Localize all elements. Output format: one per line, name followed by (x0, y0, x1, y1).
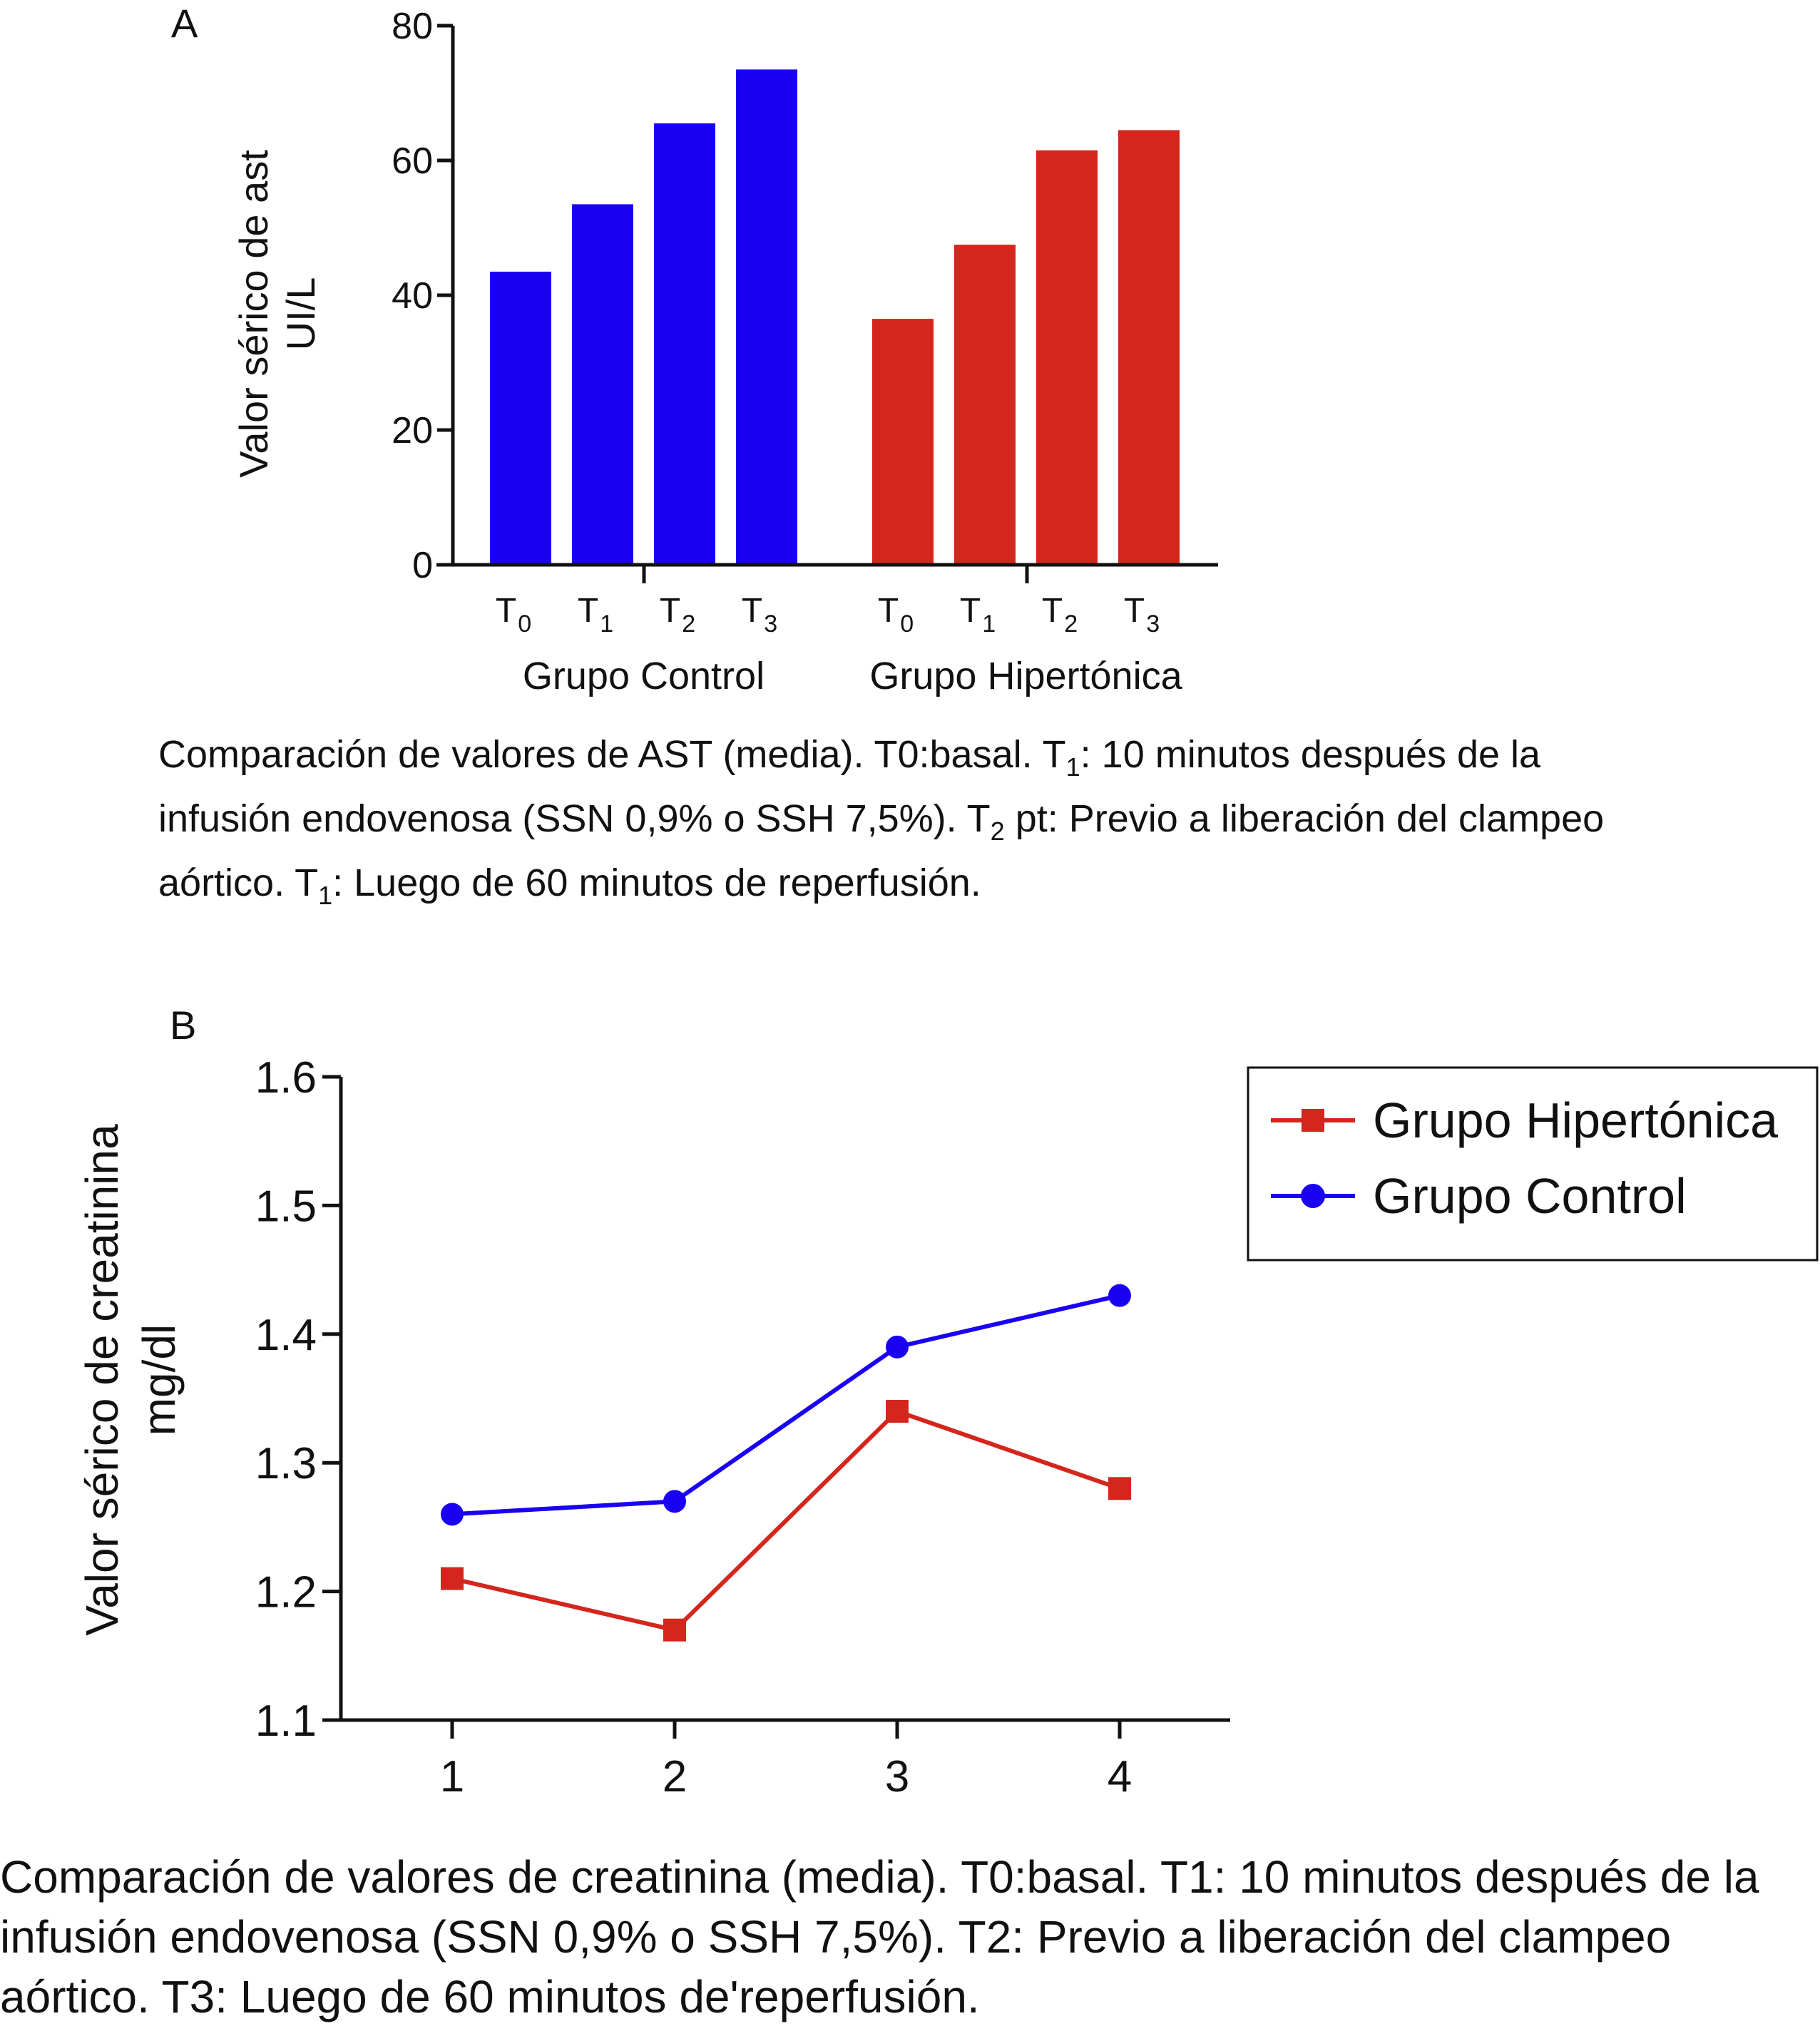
bar (736, 69, 797, 566)
caption-a-line2: infusión endovenosa (SSN 0,9% o SSH 7,5%… (158, 797, 1605, 846)
series-line (441, 1284, 1131, 1526)
data-point (663, 1490, 686, 1513)
caption-a: Comparación de valores de AST (media). T… (158, 729, 1770, 921)
x-tick-label: T3 (742, 592, 777, 638)
legend-box (1247, 1066, 1819, 1262)
group-label: Grupo Hipertónica (869, 655, 1182, 697)
caption-b: Comparación de valores de creatinina (me… (0, 1851, 1759, 2022)
x-tick-label: T0 (878, 592, 914, 638)
x-tick-label: T3 (1124, 592, 1160, 638)
y-tick-label: 1.3 (255, 1439, 317, 1488)
y-tick-label: 80 (392, 6, 433, 47)
legend-b: Grupo Hipertónica Grupo Control (1247, 1066, 1819, 1262)
x-tick-label: 1 (440, 1752, 464, 1801)
x-tick-label: T1 (578, 592, 613, 638)
legend-label: Grupo Control (1373, 1168, 1687, 1224)
y-tick-label: 0 (412, 545, 433, 586)
legend-item: Grupo Control (1271, 1168, 1687, 1224)
y-axis-title-a-line2: UI/L (278, 277, 323, 351)
bar (954, 245, 1016, 565)
x-tick-label: T2 (660, 592, 695, 638)
data-point (886, 1400, 909, 1423)
legend-marker (1301, 1184, 1325, 1208)
caption-a-line3: aórtico. T1: Luego de 60 minutos de repe… (158, 861, 981, 910)
y-tick-label: 1.5 (255, 1182, 317, 1231)
y-tick-label: 1.2 (255, 1568, 317, 1617)
y-tick-label: 1.4 (255, 1311, 317, 1360)
data-point (663, 1618, 686, 1642)
series-line (441, 1400, 1131, 1642)
bar (1118, 130, 1180, 566)
bar (654, 123, 715, 565)
legend-item: Grupo Hipertónica (1271, 1093, 1778, 1148)
y-axis-b: 1.1 1.2 1.3 1.4 1.5 1.6 (255, 1053, 341, 1746)
data-point (1108, 1284, 1131, 1307)
panel-label-b: B (170, 1003, 196, 1048)
x-tick-label: 3 (885, 1752, 909, 1801)
data-point (886, 1335, 909, 1359)
x-tick-label: T1 (960, 592, 996, 638)
y-axis-title-a-line1: Valor sérico de ast (231, 150, 276, 478)
bars-a (490, 69, 1180, 566)
legend-marker (1302, 1109, 1324, 1132)
series-b (441, 1284, 1131, 1642)
panel-label-a: A (171, 1, 198, 46)
data-point (1108, 1477, 1131, 1500)
y-axis-a: 0 20 40 60 80 (392, 6, 453, 586)
series-path (451, 1293, 1120, 1517)
y-tick-label: 40 (392, 275, 433, 317)
data-point (441, 1503, 464, 1526)
x-tick-label: 4 (1108, 1752, 1132, 1801)
x-tick-label: T0 (496, 592, 531, 638)
data-point (441, 1567, 464, 1590)
bar (572, 204, 633, 565)
x-axis-b: 1 2 3 4 (440, 1720, 1132, 1801)
y-tick-label: 60 (392, 140, 433, 182)
y-tick-label: 1.6 (255, 1053, 317, 1103)
x-tick-label: 2 (663, 1752, 687, 1801)
legend-label: Grupo Hipertónica (1373, 1093, 1778, 1148)
bar (1036, 150, 1098, 565)
series-path (451, 1408, 1120, 1633)
x-tick-label: T2 (1042, 592, 1078, 638)
bar (490, 271, 551, 565)
bar (872, 319, 934, 565)
y-axis-title-b: Valor sérico de creatinina mg/dl (76, 1124, 185, 1636)
y-axis-title-b-line1: Valor sérico de creatinina (76, 1124, 128, 1636)
y-tick-label: 20 (392, 410, 433, 451)
caption-a-line1: Comparación de valores de AST (media). T… (158, 733, 1541, 782)
y-axis-title-a: Valor sérico de ast UI/L (231, 150, 323, 478)
x-axis-a: T0 T1 T2 T3 Grupo Control T0 T1 T2 T3 Grupo Hiper… (496, 565, 1183, 697)
y-axis-title-b-line2: mg/dl (133, 1324, 185, 1436)
y-tick-label: 1.1 (255, 1697, 317, 1746)
group-label: Grupo Control (523, 655, 765, 697)
chart-b: B Valor sérico de creatinina mg/dl 1.11.… (76, 1003, 1819, 1801)
